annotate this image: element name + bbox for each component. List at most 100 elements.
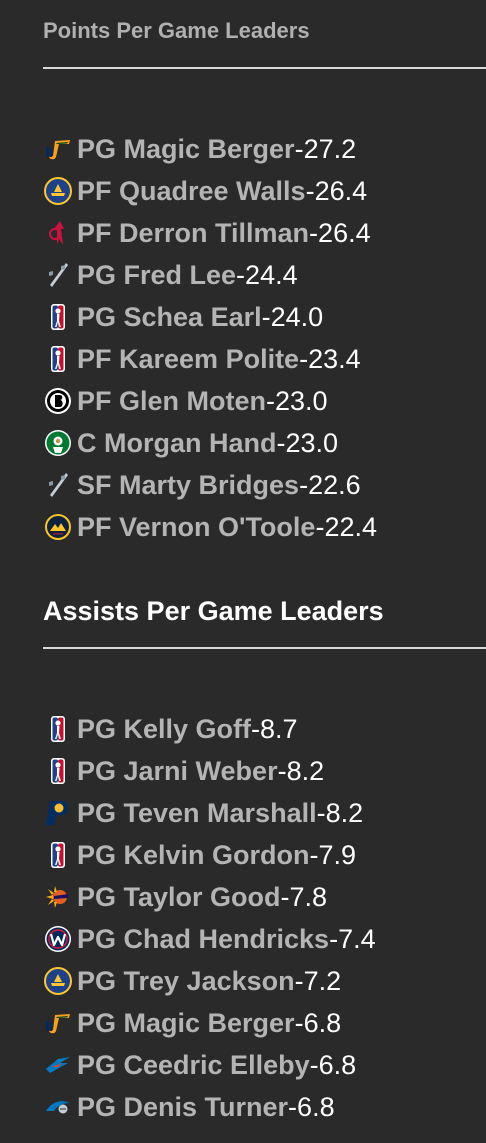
player-link[interactable]: PG Magic Berger [77, 1007, 295, 1038]
player-link[interactable]: PG Ceedric Elleby [77, 1049, 310, 1080]
separator: - [309, 839, 319, 870]
assists-leader-row: PG Magic Berger - 6.8 [43, 1002, 376, 1044]
nba-icon [43, 302, 73, 332]
points-leaders-list: PG Magic Berger - 27.2 PF Quadree Walls -… [43, 128, 377, 548]
stat-value: 26.4 [318, 217, 371, 248]
separator: - [277, 755, 287, 786]
nba-icon [43, 756, 73, 786]
separator: - [236, 259, 246, 290]
player-link[interactable]: SF Marty Bridges [77, 469, 300, 500]
player-link[interactable]: PF Kareem Polite [77, 343, 300, 374]
points-leaders-title: Points Per Game Leaders [43, 18, 310, 43]
assists-leader-row: PG Jarni Weber - 8.2 [43, 750, 376, 792]
player-link[interactable]: PG Kelly Goff [77, 713, 252, 744]
player-link[interactable]: PG Taylor Good [77, 881, 281, 912]
stat-value: 23.4 [308, 343, 361, 374]
stat-value: 22.4 [324, 511, 378, 542]
player-link[interactable]: PG Denis Turner [77, 1091, 289, 1122]
points-divider [43, 67, 486, 69]
player-link[interactable]: PG Kelvin Gordon [77, 839, 310, 870]
stat-value: 24.4 [245, 259, 298, 290]
nba-icon [43, 840, 73, 870]
warriors-icon [43, 966, 73, 996]
assists-leader-row: PG Kelvin Gordon - 7.9 [43, 834, 376, 876]
points-leader-row: PG Schea Earl - 24.0 [43, 296, 377, 338]
separator: - [294, 133, 304, 164]
separator: - [299, 469, 309, 500]
assists-leader-row: PG Taylor Good - 7.8 [43, 876, 376, 918]
warriors-icon [43, 176, 73, 206]
assists-leaders-title: Assists Per Game Leaders [43, 596, 384, 626]
assists-leader-row: PG Teven Marshall - 8.2 [43, 792, 376, 834]
assists-leaders-list: PG Kelly Goff - 8.7 PG Jarni Weber - 8.2 P… [43, 708, 376, 1128]
points-leader-row: PF Vernon O'Toole - 22.4 [43, 506, 377, 548]
jazz-icon [43, 1008, 73, 1038]
stat-value: 6.8 [297, 1091, 335, 1122]
nba-icon [43, 344, 73, 374]
stat-value: 8.2 [286, 755, 325, 786]
stat-value: 8.7 [260, 713, 298, 744]
separator: - [266, 385, 275, 416]
stat-value: 26.4 [314, 175, 368, 206]
separator: - [329, 923, 339, 954]
nets-icon [43, 386, 73, 416]
stat-value: 7.8 [289, 881, 328, 912]
stat-value: 24.0 [270, 301, 324, 332]
wizards-icon [43, 924, 73, 954]
pacers-icon [43, 798, 73, 828]
player-link[interactable]: PG Trey Jackson [77, 965, 295, 996]
separator: - [294, 1007, 304, 1038]
player-link[interactable]: PG Magic Berger [77, 133, 295, 164]
player-link[interactable]: PG Fred Lee [77, 259, 237, 290]
assists-divider [43, 647, 486, 649]
stat-value: 27.2 [303, 133, 357, 164]
stat-value: 7.9 [318, 839, 357, 870]
nba-icon [43, 714, 73, 744]
assists-leader-row: PG Trey Jackson - 7.2 [43, 960, 376, 1002]
stat-value: 22.6 [308, 469, 361, 500]
stat-value: 23.0 [285, 427, 339, 458]
player-link[interactable]: C Morgan Hand [77, 427, 277, 458]
assists-leader-row: PG Chad Hendricks - 7.4 [43, 918, 376, 960]
thunder-icon [43, 1050, 73, 1080]
separator: - [315, 511, 325, 542]
stat-value: 7.2 [303, 965, 342, 996]
separator: - [309, 217, 319, 248]
player-link[interactable]: PG Chad Hendricks [77, 923, 330, 954]
stat-value: 6.8 [318, 1049, 357, 1080]
player-link[interactable]: PF Derron Tillman [77, 217, 310, 248]
nuggets-icon [43, 512, 73, 542]
spurs-icon [43, 260, 73, 290]
player-link[interactable]: PG Teven Marshall [77, 797, 317, 828]
assists-leader-row: PG Denis Turner - 6.8 [43, 1086, 376, 1128]
suns-icon [43, 882, 73, 912]
stat-value: 23.0 [275, 385, 328, 416]
points-leader-row: C Morgan Hand - 23.0 [43, 422, 377, 464]
points-leader-row: PF Kareem Polite - 23.4 [43, 338, 377, 380]
rockets-icon [43, 218, 73, 248]
separator: - [261, 301, 271, 332]
player-link[interactable]: PG Schea Earl [77, 301, 262, 332]
stat-value: 8.2 [325, 797, 364, 828]
jazz-icon [43, 134, 73, 164]
points-leader-row: PF Derron Tillman - 26.4 [43, 212, 377, 254]
points-leader-row: SF Marty Bridges - 22.6 [43, 464, 377, 506]
points-leader-row: PG Fred Lee - 24.4 [43, 254, 377, 296]
assists-leader-row: PG Kelly Goff - 8.7 [43, 708, 376, 750]
player-link[interactable]: PF Quadree Walls [77, 175, 306, 206]
stat-value: 7.4 [338, 923, 376, 954]
points-leader-row: PG Magic Berger - 27.2 [43, 128, 377, 170]
separator: - [309, 1049, 319, 1080]
player-link[interactable]: PF Glen Moten [77, 385, 266, 416]
spurs-icon [43, 470, 73, 500]
separator: - [251, 713, 261, 744]
separator: - [299, 343, 309, 374]
separator: - [280, 881, 290, 912]
separator: - [305, 175, 315, 206]
player-link[interactable]: PG Jarni Weber [77, 755, 278, 786]
separator: - [294, 965, 304, 996]
stat-value: 6.8 [303, 1007, 342, 1038]
player-link[interactable]: PF Vernon O'Toole [77, 511, 316, 542]
points-leader-row: PF Quadree Walls - 26.4 [43, 170, 377, 212]
celtics-icon [43, 428, 73, 458]
